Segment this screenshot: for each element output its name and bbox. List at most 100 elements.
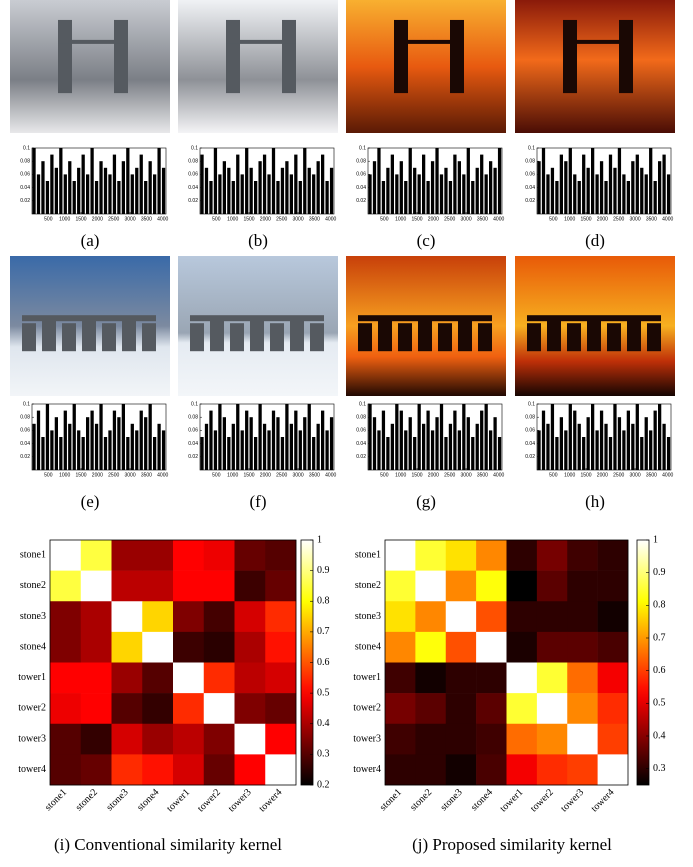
heatmap-cell (142, 663, 173, 694)
histogram-bar (126, 148, 129, 214)
heatmap-cell (50, 663, 81, 694)
photo-detail (102, 323, 116, 351)
histogram-bar (658, 404, 661, 470)
x-tick-label: 4000 (325, 472, 336, 478)
histogram-bar (108, 174, 111, 214)
histogram-bar (64, 174, 67, 214)
x-tick-label: 4000 (157, 216, 168, 222)
row-label: tower3 (18, 733, 46, 744)
photo-detail (230, 323, 244, 351)
heatmap-cell (415, 724, 446, 755)
histogram-bar (573, 411, 576, 470)
heatmap-cell (507, 663, 538, 694)
histogram-bar (373, 161, 376, 214)
photo-detail (567, 323, 581, 351)
photo-detail (62, 323, 76, 351)
heatmap-cell (112, 663, 143, 694)
histogram-bar (317, 161, 320, 214)
histogram-bar (654, 411, 657, 470)
histogram-bar (99, 161, 102, 214)
heatmap-cell (567, 632, 598, 663)
x-tick-label: 3000 (292, 216, 303, 222)
column-label: stone3 (438, 787, 464, 813)
heatmap-cell (385, 540, 416, 571)
histogram-bar (591, 404, 594, 470)
y-tick-label: 0.08 (356, 415, 366, 421)
heatmap-cell (142, 693, 173, 724)
histogram-bar (391, 424, 394, 470)
histogram-bar (418, 404, 421, 470)
histogram-bar (68, 161, 71, 214)
heatmap-cell (507, 754, 538, 785)
y-tick-label: 0.1 (359, 401, 366, 407)
heatmap-cell (204, 571, 235, 602)
x-tick-label: 2500 (108, 216, 119, 222)
histogram-bar (604, 424, 607, 470)
heatmap-cell (567, 724, 598, 755)
row-label: stone1 (355, 550, 381, 561)
x-tick-label: 2000 (428, 216, 439, 222)
histogram-bar (131, 174, 134, 214)
heatmap-cell (204, 663, 235, 694)
y-tick-label: 0.06 (20, 428, 30, 434)
panel-caption: (g) (416, 492, 436, 511)
histogram-bar (489, 430, 492, 470)
figure-canvas: 50010001500200025003000350040000.020.040… (0, 0, 693, 867)
histogram-bar (86, 174, 89, 214)
heatmap-cell (598, 724, 629, 755)
histogram-bar (205, 168, 208, 214)
heatmap-cell (415, 601, 446, 632)
heatmap-cell (142, 754, 173, 785)
x-tick-label: 2000 (428, 472, 439, 478)
heatmap-cell (446, 693, 477, 724)
histogram-bar (631, 424, 634, 470)
y-tick-label: 0.06 (188, 428, 198, 434)
x-tick-label: 2500 (276, 472, 287, 478)
x-tick-label: 1500 (411, 216, 422, 222)
x-tick-label: 2000 (260, 472, 271, 478)
x-tick-label: 4000 (493, 216, 504, 222)
histogram-bar (649, 430, 652, 470)
x-tick-label: 4000 (157, 472, 168, 478)
histogram-bar (144, 181, 147, 214)
histogram-bar (117, 181, 120, 214)
x-tick-label: 2500 (444, 216, 455, 222)
panel-caption: (h) (585, 492, 605, 511)
histogram-bar (312, 174, 315, 214)
y-tick-label: 0.1 (528, 145, 535, 151)
x-tick-label: 500 (44, 472, 53, 478)
heatmap-cell (446, 601, 477, 632)
histogram-bar (480, 411, 483, 470)
x-tick-label: 500 (549, 216, 558, 222)
x-tick-label: 1500 (243, 216, 254, 222)
histogram-bar (467, 417, 470, 470)
column-label: stone3 (104, 787, 130, 813)
x-tick-label: 4000 (325, 216, 336, 222)
photo-detail (418, 317, 432, 351)
histogram-bar (214, 148, 217, 214)
histogram-bar (200, 437, 203, 470)
histogram-bar (551, 404, 554, 470)
heatmap-cell (265, 754, 296, 785)
histogram-bar (627, 411, 630, 470)
heatmap-cell (112, 693, 143, 724)
histogram-bar (113, 155, 116, 214)
photo-detail (394, 40, 464, 44)
heatmap-cell (112, 632, 143, 663)
photo-detail (22, 315, 156, 321)
heatmap-cell (446, 724, 477, 755)
histogram-bar (431, 430, 434, 470)
photo-detail (114, 20, 128, 93)
histogram-bar (241, 174, 244, 214)
x-tick-label: 2500 (613, 472, 624, 478)
heatmap-cell (173, 663, 204, 694)
histogram-bar (90, 411, 93, 470)
column-label: tower3 (559, 787, 586, 814)
histogram-bar (272, 411, 275, 470)
heatmap-cell (265, 632, 296, 663)
heatmap-cell (446, 754, 477, 785)
heatmap-cell (415, 754, 446, 785)
heatmap-cell (446, 540, 477, 571)
heatmap-cell (50, 571, 81, 602)
heatmap-cell (173, 540, 204, 571)
